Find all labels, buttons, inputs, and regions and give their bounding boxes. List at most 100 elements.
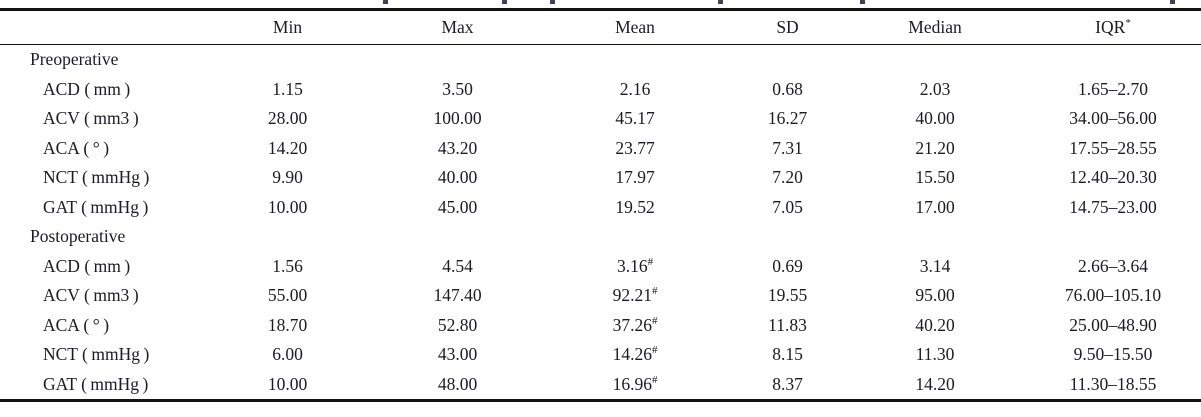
cell-iqr: 12.40–20.30: [1069, 167, 1157, 188]
section-row: Postoperative: [0, 222, 1201, 252]
clipped-caption-fragment: [718, 0, 723, 4]
cell-sd: 11.83: [768, 314, 807, 335]
row-label: ACD ( mm ): [43, 255, 131, 276]
cell-max: 52.80: [437, 314, 478, 335]
clipped-caption-fragment: [550, 0, 555, 4]
row-label: NCT ( mmHg ): [43, 167, 150, 188]
cell-max: 40.00: [437, 167, 478, 188]
cell-min: 28.00: [267, 108, 308, 129]
mean-footnote-marker: #: [651, 344, 658, 357]
cell-iqr: 1.65–2.70: [1078, 78, 1148, 99]
cell-max: 147.40: [433, 285, 482, 306]
cell-max: 4.54: [442, 255, 473, 276]
header-max: Max: [375, 9, 540, 45]
cell-sd: 16.27: [767, 108, 808, 129]
cell-min: 1.56: [272, 255, 303, 276]
clipped-caption-fragment: [1170, 0, 1175, 4]
header-min: Min: [200, 9, 375, 45]
cell-max: 100.00: [433, 108, 482, 129]
cell-mean: 19.52: [615, 196, 655, 217]
cell-iqr: 17.55–28.55: [1069, 137, 1157, 158]
cell-min: 1.15: [272, 78, 303, 99]
table-body: Preoperative ACD ( mm ) 1.15 3.50 2.16 0.68 2.…: [0, 45, 1201, 401]
cell-mean: 2.16: [619, 78, 651, 99]
row-label: ACD ( mm ): [43, 78, 131, 99]
cell-mean: 45.17: [615, 108, 655, 129]
mean-footnote-marker: #: [651, 373, 658, 386]
cell-sd: 7.20: [772, 167, 803, 188]
row-label: NCT ( mmHg ): [43, 344, 150, 365]
cell-iqr: 34.00–56.00: [1069, 108, 1157, 129]
cell-max: 3.50: [442, 78, 473, 99]
cell-iqr: 14.75–23.00: [1069, 196, 1157, 217]
cell-median: 40.20: [915, 314, 955, 335]
cell-iqr: 25.00–48.90: [1069, 314, 1157, 335]
cell-mean: 17.97: [615, 167, 655, 188]
cell-median: 15.50: [915, 167, 955, 188]
section-label: Postoperative: [30, 226, 126, 247]
cell-iqr: 76.00–105.10: [1064, 285, 1162, 306]
cell-min: 14.20: [267, 137, 308, 158]
cell-iqr: 2.66–3.64: [1078, 255, 1148, 276]
header-mean: Mean: [540, 9, 730, 45]
row-label: ACV ( mm3 ): [43, 108, 139, 129]
cell-min: 18.70: [267, 314, 308, 335]
iqr-footnote-marker: *: [1125, 17, 1131, 30]
cell-min: 6.00: [272, 344, 303, 365]
cell-sd: 8.15: [772, 344, 803, 365]
cell-median: 3.14: [919, 255, 951, 276]
cell-median: 40.00: [915, 108, 955, 129]
section-label: Preoperative: [30, 49, 119, 70]
cell-mean: 16.96#: [612, 373, 658, 394]
header-sd: SD: [730, 9, 845, 45]
table-row: GAT ( mmHg ) 10.00 45.00 19.52 7.05 17.00 14.7…: [0, 193, 1201, 223]
mean-footnote-marker: #: [647, 255, 654, 268]
table-row: ACA ( ° ) 18.70 52.80 37.26# 11.83 40.20 25.00…: [0, 311, 1201, 341]
table-row: NCT ( mmHg ) 9.90 40.00 17.97 7.20 15.50 12.40…: [0, 163, 1201, 193]
cell-sd: 0.69: [772, 255, 803, 276]
cell-mean: 3.16#: [616, 255, 654, 276]
row-label: GAT ( mmHg ): [43, 196, 149, 217]
cell-median: 21.20: [915, 137, 955, 158]
statistics-table: Min Max Mean SD Median IQR* Preoperative…: [0, 8, 1201, 402]
header-row: Min Max Mean SD Median IQR*: [0, 9, 1201, 45]
cell-median: 14.20: [915, 373, 955, 394]
table-row: ACD ( mm ) 1.56 4.54 3.16# 0.69 3.14 2.66–3.64: [0, 252, 1201, 282]
row-label: ACV ( mm3 ): [43, 285, 139, 306]
cell-mean: 37.26#: [612, 314, 658, 335]
mean-footnote-marker: #: [651, 314, 658, 327]
cell-sd: 19.55: [767, 285, 808, 306]
table-header: Min Max Mean SD Median IQR*: [0, 9, 1201, 45]
cell-min: 10.00: [267, 196, 308, 217]
header-iqr: IQR*: [1025, 9, 1201, 45]
row-label: GAT ( mmHg ): [43, 373, 149, 394]
cell-median: 11.30: [915, 344, 955, 365]
table-row: ACV ( mm3 ) 28.00 100.00 45.17 16.27 40.00 34.…: [0, 104, 1201, 134]
cell-median: 17.00: [915, 196, 955, 217]
cell-min: 9.90: [272, 167, 303, 188]
header-median: Median: [845, 9, 1025, 45]
clipped-caption-fragment: [502, 0, 507, 4]
cell-iqr: 11.30–18.55: [1069, 373, 1157, 394]
table-row: ACD ( mm ) 1.15 3.50 2.16 0.68 2.03 1.65–2.70: [0, 75, 1201, 105]
cell-median: 2.03: [919, 78, 951, 99]
header-iqr-label: IQR: [1095, 17, 1126, 37]
row-label: ACA ( ° ): [43, 137, 110, 158]
cell-max: 45.00: [437, 196, 478, 217]
row-label: ACA ( ° ): [43, 314, 110, 335]
cell-sd: 0.68: [772, 78, 803, 99]
table-row: ACV ( mm3 ) 55.00 147.40 92.21# 19.55 95.00 76…: [0, 281, 1201, 311]
cell-max: 43.00: [437, 344, 478, 365]
cell-max: 43.20: [437, 137, 478, 158]
cell-mean: 23.77: [615, 137, 655, 158]
cell-mean: 92.21#: [612, 285, 658, 306]
cell-min: 55.00: [267, 285, 308, 306]
cell-median: 95.00: [915, 285, 955, 306]
section-row: Preoperative: [0, 45, 1201, 75]
cell-iqr: 9.50–15.50: [1073, 344, 1153, 365]
table-row: GAT ( mmHg ) 10.00 48.00 16.96# 8.37 14.20 11.…: [0, 370, 1201, 401]
table-row: ACA ( ° ) 14.20 43.20 23.77 7.31 21.20 17.55–2…: [0, 134, 1201, 164]
cell-max: 48.00: [437, 373, 478, 394]
header-empty: [0, 9, 200, 45]
